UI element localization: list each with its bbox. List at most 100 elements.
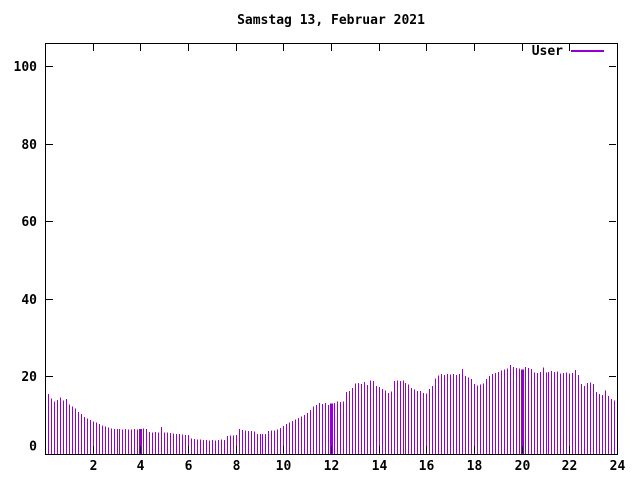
bar <box>441 374 442 454</box>
bar <box>483 383 484 454</box>
bar <box>343 401 344 454</box>
bar <box>48 393 49 454</box>
bar <box>236 435 237 454</box>
bar <box>537 373 538 454</box>
bar <box>468 377 469 454</box>
bar <box>203 440 204 454</box>
bar <box>578 374 579 454</box>
bar <box>280 428 281 454</box>
bar <box>307 412 308 454</box>
bar <box>170 433 171 454</box>
bar <box>155 431 156 454</box>
bar <box>221 439 222 454</box>
bar <box>119 429 120 454</box>
bar <box>587 383 588 454</box>
bar <box>139 429 142 454</box>
y-tick-label: 40 <box>21 293 37 308</box>
bar <box>334 402 335 454</box>
bar <box>346 392 347 454</box>
bar <box>566 372 567 454</box>
bar <box>283 426 284 454</box>
bar <box>361 384 362 454</box>
bar <box>394 381 395 454</box>
bar <box>447 374 448 454</box>
bar <box>78 412 79 454</box>
bar <box>367 385 368 454</box>
bar <box>271 430 272 454</box>
bar <box>521 369 524 454</box>
bar <box>319 402 320 454</box>
y-tick-label: 100 <box>14 60 38 75</box>
bar <box>370 380 371 454</box>
bar <box>602 395 603 454</box>
bar <box>87 418 88 454</box>
bar <box>158 432 159 454</box>
bar <box>197 439 198 454</box>
bar <box>274 430 275 454</box>
bar <box>438 375 439 454</box>
bar <box>69 404 70 454</box>
bar <box>93 421 94 454</box>
bar <box>143 428 144 454</box>
bar <box>167 432 168 454</box>
x-tick-label: 12 <box>324 459 340 474</box>
bar <box>99 423 100 454</box>
bar <box>584 386 585 454</box>
bar <box>209 440 210 454</box>
x-tick-label: 8 <box>233 459 241 474</box>
bar <box>164 432 165 454</box>
bar <box>572 373 573 454</box>
bar <box>233 435 234 454</box>
bar <box>397 380 398 454</box>
bar <box>373 381 374 454</box>
bar <box>391 391 392 454</box>
bar <box>63 400 64 454</box>
bar <box>295 419 296 454</box>
y-tick-label: 20 <box>21 370 37 385</box>
x-tick-label: 14 <box>372 459 388 474</box>
bar <box>450 374 451 454</box>
chart-title: Samstag 13, Februar 2021 <box>237 13 425 28</box>
bar <box>227 436 228 454</box>
bar <box>543 367 544 454</box>
bar <box>257 433 258 454</box>
bar <box>596 392 597 454</box>
bar <box>51 398 52 454</box>
bar <box>414 389 415 454</box>
bar <box>513 367 514 454</box>
x-tick-label: 16 <box>419 459 435 474</box>
bar <box>173 433 174 454</box>
bar <box>289 422 290 454</box>
bar <box>569 373 570 454</box>
bar <box>593 384 594 454</box>
bar <box>492 374 493 454</box>
bar <box>128 429 129 454</box>
bar <box>477 385 478 454</box>
bar <box>608 395 609 454</box>
bar <box>498 371 499 454</box>
bar <box>453 374 454 454</box>
x-tick-label: 18 <box>467 459 483 474</box>
bar <box>525 367 526 454</box>
bar <box>554 372 555 454</box>
bar <box>182 434 183 454</box>
bar <box>254 431 255 454</box>
bar <box>251 431 252 454</box>
bar <box>206 440 207 454</box>
bar <box>313 406 314 454</box>
bar <box>322 404 323 454</box>
bar <box>489 376 490 454</box>
x-tick-label: 20 <box>515 459 531 474</box>
bar <box>96 422 97 454</box>
bar <box>423 393 424 454</box>
bar <box>125 429 126 454</box>
bar <box>403 380 404 454</box>
bar <box>149 431 150 454</box>
bar <box>117 429 118 454</box>
bar <box>105 426 106 454</box>
bar <box>292 421 293 454</box>
bar <box>179 434 180 454</box>
bar <box>260 434 261 454</box>
